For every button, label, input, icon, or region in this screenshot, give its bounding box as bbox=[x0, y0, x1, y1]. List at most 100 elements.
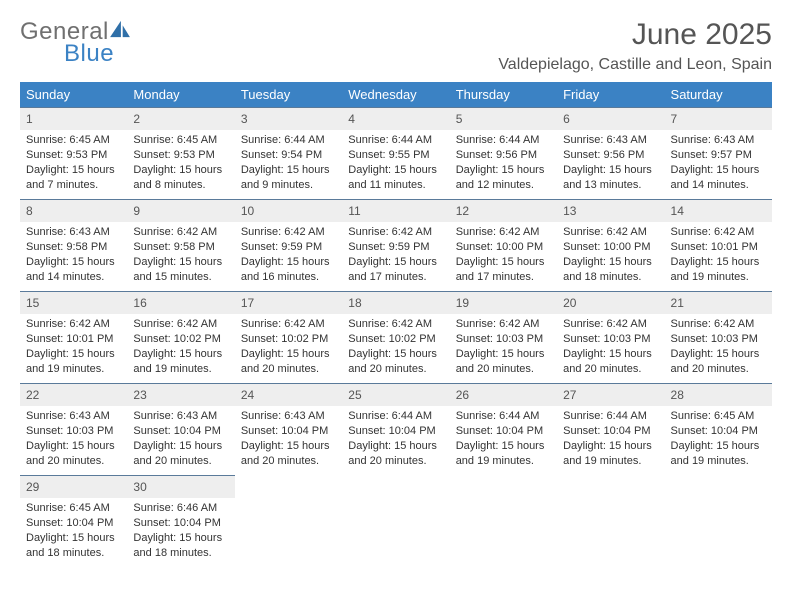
day-details: Sunrise: 6:42 AMSunset: 10:00 PMDaylight… bbox=[450, 222, 557, 290]
day-details: Sunrise: 6:42 AMSunset: 10:00 PMDaylight… bbox=[557, 222, 664, 290]
daylight-line: Daylight: 15 hours and 20 minutes. bbox=[348, 347, 443, 377]
day-details: Sunrise: 6:45 AMSunset: 9:53 PMDaylight:… bbox=[127, 130, 234, 198]
daylight-line: Daylight: 15 hours and 17 minutes. bbox=[456, 255, 551, 285]
day-details: Sunrise: 6:44 AMSunset: 10:04 PMDaylight… bbox=[450, 406, 557, 474]
calendar-day-cell: 9Sunrise: 6:42 AMSunset: 9:58 PMDaylight… bbox=[127, 199, 234, 291]
daylight-line: Daylight: 15 hours and 20 minutes. bbox=[26, 439, 121, 469]
calendar-day-cell: 11Sunrise: 6:42 AMSunset: 9:59 PMDayligh… bbox=[342, 199, 449, 291]
day-details: Sunrise: 6:42 AMSunset: 10:03 PMDaylight… bbox=[557, 314, 664, 382]
calendar-day-cell: 18Sunrise: 6:42 AMSunset: 10:02 PMDaylig… bbox=[342, 291, 449, 383]
daylight-line: Daylight: 15 hours and 16 minutes. bbox=[241, 255, 336, 285]
day-details: Sunrise: 6:42 AMSunset: 10:03 PMDaylight… bbox=[450, 314, 557, 382]
sunset-line: Sunset: 9:58 PM bbox=[26, 240, 121, 255]
weekday-header: Tuesday bbox=[235, 82, 342, 107]
day-details: Sunrise: 6:44 AMSunset: 10:04 PMDaylight… bbox=[342, 406, 449, 474]
day-number: 22 bbox=[20, 383, 127, 406]
sunrise-line: Sunrise: 6:45 AM bbox=[671, 409, 766, 424]
sunrise-line: Sunrise: 6:42 AM bbox=[241, 225, 336, 240]
day-details: Sunrise: 6:43 AMSunset: 9:58 PMDaylight:… bbox=[20, 222, 127, 290]
daylight-line: Daylight: 15 hours and 19 minutes. bbox=[133, 347, 228, 377]
brand-logo: General Blue bbox=[20, 18, 131, 46]
sunrise-line: Sunrise: 6:44 AM bbox=[241, 133, 336, 148]
calendar-week-row: 1Sunrise: 6:45 AMSunset: 9:53 PMDaylight… bbox=[20, 107, 772, 199]
sunset-line: Sunset: 10:03 PM bbox=[26, 424, 121, 439]
sunrise-line: Sunrise: 6:42 AM bbox=[348, 225, 443, 240]
sunrise-line: Sunrise: 6:42 AM bbox=[133, 225, 228, 240]
day-details: Sunrise: 6:44 AMSunset: 10:04 PMDaylight… bbox=[557, 406, 664, 474]
sunset-line: Sunset: 9:56 PM bbox=[563, 148, 658, 163]
weekday-header: Wednesday bbox=[342, 82, 449, 107]
day-number: 18 bbox=[342, 291, 449, 314]
day-number: 1 bbox=[20, 107, 127, 130]
sunset-line: Sunset: 9:53 PM bbox=[133, 148, 228, 163]
daylight-line: Daylight: 15 hours and 8 minutes. bbox=[133, 163, 228, 193]
day-number: 27 bbox=[557, 383, 664, 406]
sunrise-line: Sunrise: 6:43 AM bbox=[133, 409, 228, 424]
day-number: 19 bbox=[450, 291, 557, 314]
sunrise-line: Sunrise: 6:46 AM bbox=[133, 501, 228, 516]
calendar-day-cell: .. bbox=[665, 475, 772, 567]
sunset-line: Sunset: 10:02 PM bbox=[348, 332, 443, 347]
calendar-day-cell: 6 Sunrise: 6:43 AMSunset: 9:56 PMDaylight… bbox=[557, 107, 664, 199]
weekday-header: Saturday bbox=[665, 82, 772, 107]
day-details: Sunrise: 6:42 AMSunset: 10:03 PMDaylight… bbox=[665, 314, 772, 382]
daylight-line: Daylight: 15 hours and 19 minutes. bbox=[456, 439, 551, 469]
calendar-day-cell: 28Sunrise: 6:45 AMSunset: 10:04 PMDaylig… bbox=[665, 383, 772, 475]
day-details: Sunrise: 6:42 AMSunset: 9:59 PMDaylight:… bbox=[235, 222, 342, 290]
weekday-header: Monday bbox=[127, 82, 234, 107]
calendar-day-cell: 12Sunrise: 6:42 AMSunset: 10:00 PMDaylig… bbox=[450, 199, 557, 291]
day-details: Sunrise: 6:45 AMSunset: 10:04 PMDaylight… bbox=[20, 498, 127, 566]
day-number: 15 bbox=[20, 291, 127, 314]
calendar-day-cell: .. bbox=[557, 475, 664, 567]
sunset-line: Sunset: 10:00 PM bbox=[456, 240, 551, 255]
title-block: June 2025 Valdepielago, Castille and Leo… bbox=[498, 18, 772, 74]
sunset-line: Sunset: 10:04 PM bbox=[456, 424, 551, 439]
day-number: 16 bbox=[127, 291, 234, 314]
calendar-day-cell: 19Sunrise: 6:42 AMSunset: 10:03 PMDaylig… bbox=[450, 291, 557, 383]
day-number: 23 bbox=[127, 383, 234, 406]
daylight-line: Daylight: 15 hours and 13 minutes. bbox=[563, 163, 658, 193]
calendar-day-cell: 2Sunrise: 6:45 AMSunset: 9:53 PMDaylight… bbox=[127, 107, 234, 199]
day-number: 30 bbox=[127, 475, 234, 498]
daylight-line: Daylight: 15 hours and 18 minutes. bbox=[26, 531, 121, 561]
day-details: Sunrise: 6:42 AMSunset: 10:02 PMDaylight… bbox=[235, 314, 342, 382]
daylight-line: Daylight: 15 hours and 14 minutes. bbox=[671, 163, 766, 193]
day-number: 6 bbox=[557, 107, 664, 130]
calendar-day-cell: .. bbox=[342, 475, 449, 567]
day-number: 24 bbox=[235, 383, 342, 406]
calendar-day-cell: 8Sunrise: 6:43 AMSunset: 9:58 PMDaylight… bbox=[20, 199, 127, 291]
calendar-day-cell: 26Sunrise: 6:44 AMSunset: 10:04 PMDaylig… bbox=[450, 383, 557, 475]
day-details: Sunrise: 6:45 AMSunset: 10:04 PMDaylight… bbox=[665, 406, 772, 474]
sunset-line: Sunset: 9:56 PM bbox=[456, 148, 551, 163]
sunrise-line: Sunrise: 6:42 AM bbox=[563, 317, 658, 332]
location-subtitle: Valdepielago, Castille and Leon, Spain bbox=[498, 56, 772, 74]
sunrise-line: Sunrise: 6:43 AM bbox=[563, 133, 658, 148]
calendar-day-cell: 10Sunrise: 6:42 AMSunset: 9:59 PMDayligh… bbox=[235, 199, 342, 291]
day-details: Sunrise: 6:42 AMSunset: 10:02 PMDaylight… bbox=[127, 314, 234, 382]
calendar-day-cell: .. bbox=[235, 475, 342, 567]
month-title: June 2025 bbox=[498, 18, 772, 52]
calendar-day-cell: 30Sunrise: 6:46 AMSunset: 10:04 PMDaylig… bbox=[127, 475, 234, 567]
daylight-line: Daylight: 15 hours and 18 minutes. bbox=[133, 531, 228, 561]
calendar-day-cell: 15Sunrise: 6:42 AMSunset: 10:01 PMDaylig… bbox=[20, 291, 127, 383]
sunset-line: Sunset: 9:59 PM bbox=[241, 240, 336, 255]
day-details: Sunrise: 6:42 AMSunset: 10:02 PMDaylight… bbox=[342, 314, 449, 382]
sunset-line: Sunset: 10:04 PM bbox=[563, 424, 658, 439]
day-number: 11 bbox=[342, 199, 449, 222]
sunrise-line: Sunrise: 6:42 AM bbox=[456, 225, 551, 240]
day-number: 26 bbox=[450, 383, 557, 406]
sunset-line: Sunset: 10:04 PM bbox=[348, 424, 443, 439]
sunset-line: Sunset: 10:04 PM bbox=[26, 516, 121, 531]
day-number: 8 bbox=[20, 199, 127, 222]
day-details: Sunrise: 6:42 AMSunset: 9:59 PMDaylight:… bbox=[342, 222, 449, 290]
daylight-line: Daylight: 15 hours and 17 minutes. bbox=[348, 255, 443, 285]
sunrise-line: Sunrise: 6:42 AM bbox=[671, 225, 766, 240]
sunset-line: Sunset: 10:04 PM bbox=[133, 424, 228, 439]
sunset-line: Sunset: 10:04 PM bbox=[241, 424, 336, 439]
day-details: Sunrise: 6:46 AMSunset: 10:04 PMDaylight… bbox=[127, 498, 234, 566]
daylight-line: Daylight: 15 hours and 11 minutes. bbox=[348, 163, 443, 193]
daylight-line: Daylight: 15 hours and 20 minutes. bbox=[241, 347, 336, 377]
sunrise-line: Sunrise: 6:42 AM bbox=[241, 317, 336, 332]
sunrise-line: Sunrise: 6:42 AM bbox=[456, 317, 551, 332]
sunrise-line: Sunrise: 6:45 AM bbox=[26, 501, 121, 516]
